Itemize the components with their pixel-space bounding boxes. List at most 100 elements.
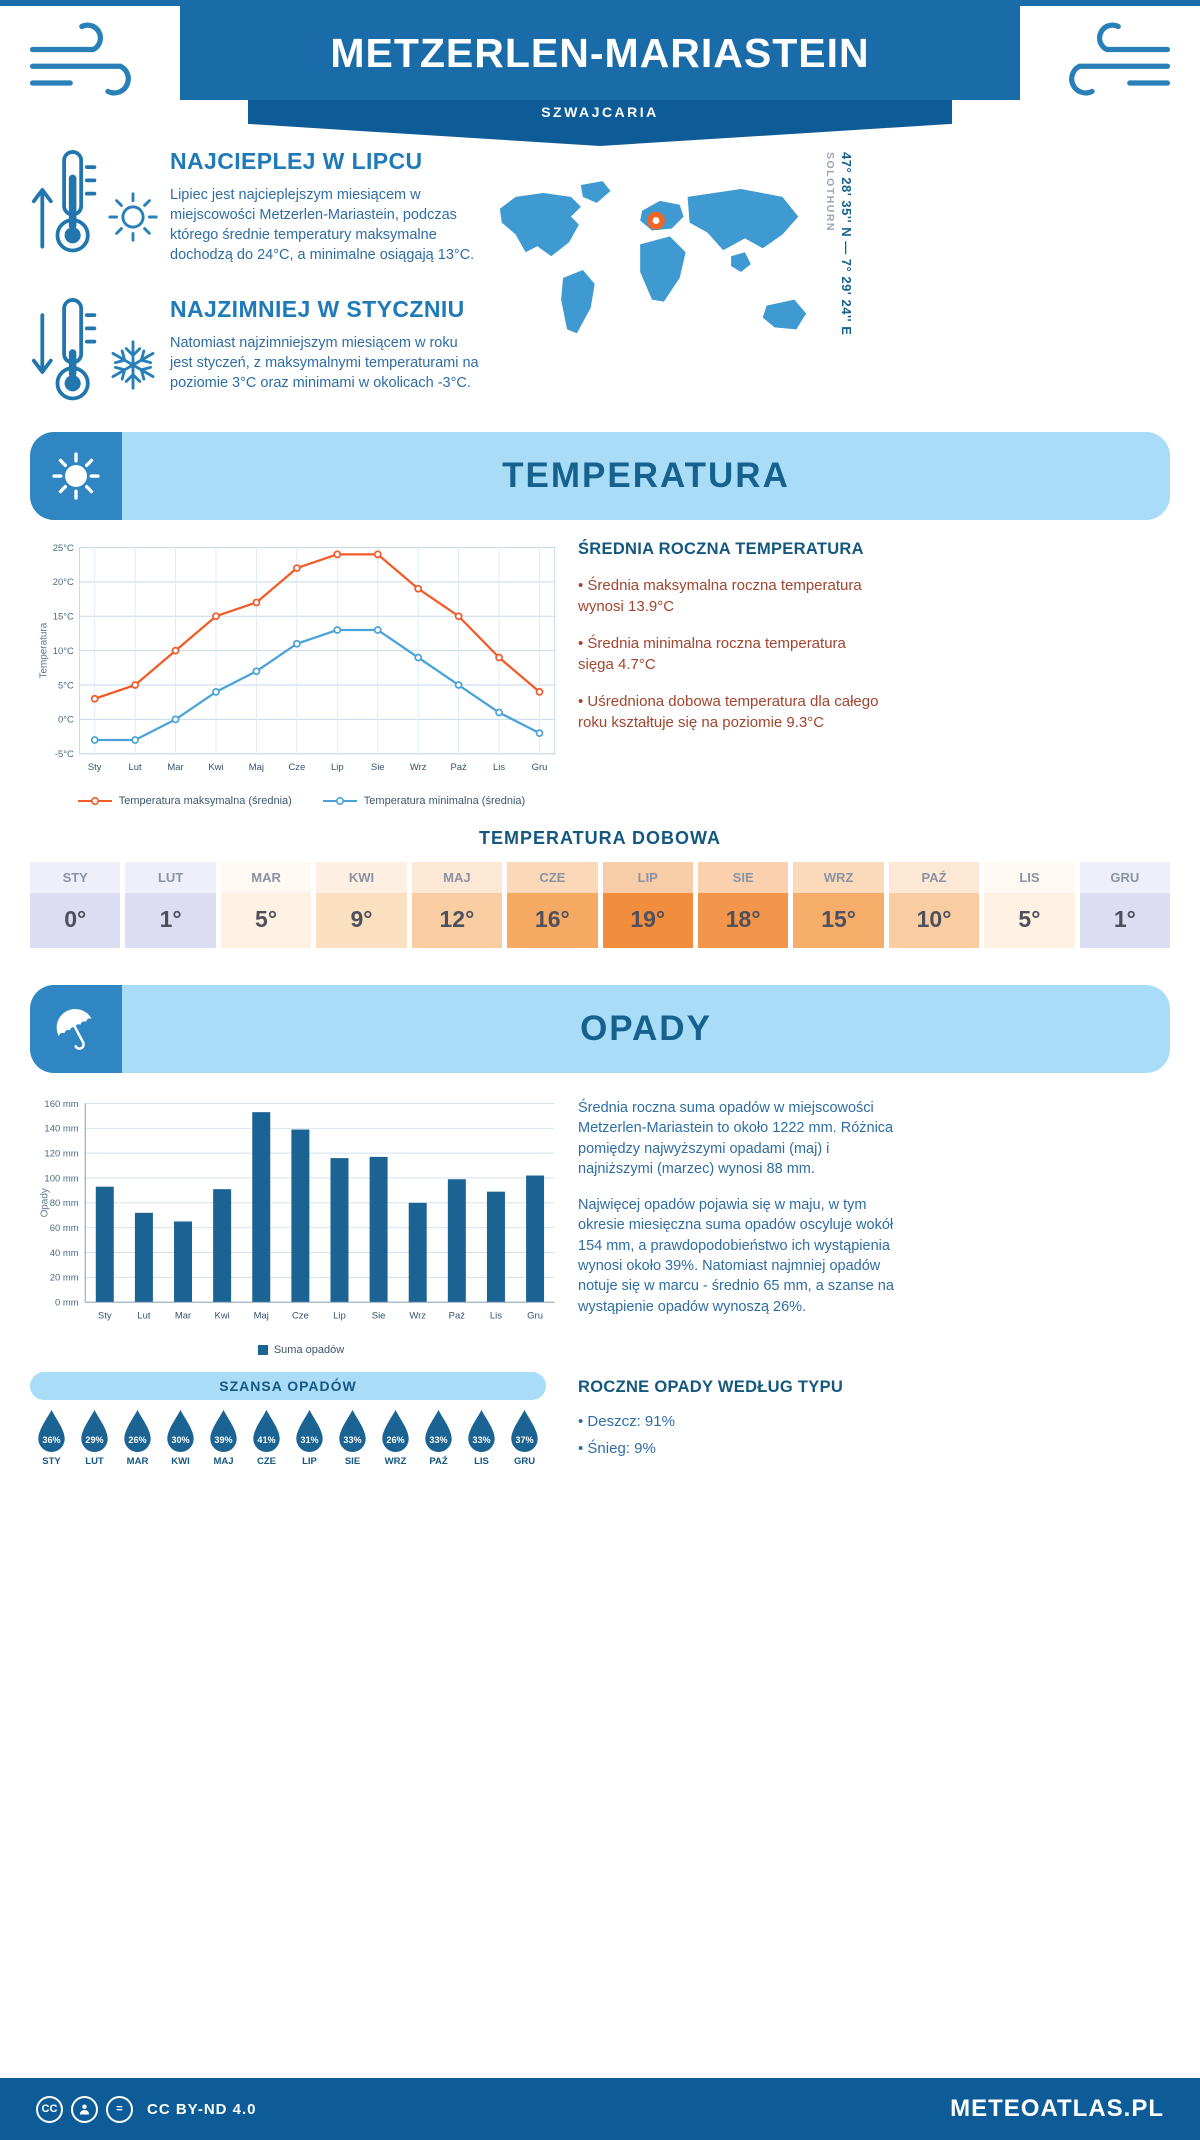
daily-temp-value: 19° <box>602 893 693 948</box>
country-label: SZWAJCARIA <box>541 104 659 120</box>
snowflake-icon <box>111 340 155 390</box>
raindrop-icon: 31% <box>296 1409 323 1452</box>
svg-text:160 mm: 160 mm <box>44 1099 78 1110</box>
precip-chance-item: 33% SIE <box>331 1408 374 1467</box>
daily-temp-value: 1° <box>125 893 216 948</box>
daily-temp-value: 1° <box>1079 893 1171 948</box>
wind-icon <box>1069 22 1171 96</box>
daily-temp-month: MAJ <box>411 862 503 893</box>
daily-temp-month: PAŹ <box>888 862 980 893</box>
legend-item: Temperatura maksymalna (średnia) <box>77 795 292 807</box>
daily-temp-month: LIP <box>602 862 693 893</box>
precip-chance-month: KWI <box>171 1456 190 1467</box>
thermometer-cold-icon <box>31 298 97 401</box>
svg-text:5°C: 5°C <box>58 680 74 691</box>
summary-title: ŚREDNIA ROCZNA TEMPERATURA <box>578 540 864 558</box>
precip-chance-item: 39% MAJ <box>202 1408 245 1467</box>
summary-bullet: • Średnia minimalna roczna temperatura s… <box>578 635 846 673</box>
svg-text:Sie: Sie <box>371 762 385 773</box>
precip-chance-month: PAŹ <box>429 1456 448 1467</box>
svg-text:120 mm: 120 mm <box>44 1148 78 1159</box>
precip-chance-item: 31% LIP <box>288 1408 331 1467</box>
precip-chance-month: GRU <box>513 1456 536 1467</box>
daily-temp-month: CZE <box>507 862 598 893</box>
temperature-line-chart: -5°C 0°C 5°C 10°C 15°C 20°C 25°C Sty Lut Mar Kwi Ma… <box>38 543 556 773</box>
region-label: SOLOTHURN <box>824 152 836 232</box>
raindrop-icon: 37% <box>511 1409 538 1452</box>
svg-text:Lis: Lis <box>490 1310 502 1321</box>
svg-text:39%: 39% <box>214 1435 232 1445</box>
temperature-chart: -5°C 0°C 5°C 10°C 15°C 20°C 25°C Sty Lut Mar Kwi Ma… <box>36 538 566 807</box>
coldest-title: NAJZIMNIEJ W STYCZNIU <box>170 296 465 322</box>
country-ribbon: SZWAJCARIA <box>248 100 952 146</box>
svg-text:60 mm: 60 mm <box>50 1223 79 1234</box>
daily-temp-cell: STY 0° <box>30 862 121 948</box>
svg-text:29%: 29% <box>85 1435 103 1445</box>
raindrop-icon: 26% <box>382 1409 409 1452</box>
svg-text:Lis: Lis <box>493 762 505 773</box>
svg-text:33%: 33% <box>429 1435 447 1445</box>
precip-chance-item: 26% WRZ <box>374 1408 417 1467</box>
daily-temp-month: WRZ <box>793 862 884 893</box>
precip-paragraphs: Średnia roczna suma opadów w miejscowośc… <box>578 1098 894 1317</box>
warmest-text: Lipiec jest najcieplejszym miesiącem w m… <box>170 187 475 263</box>
page-title: METZERLEN-MARIASTEIN <box>330 29 870 76</box>
svg-text:Cze: Cze <box>288 762 305 773</box>
svg-text:37%: 37% <box>515 1435 533 1445</box>
svg-text:Temperatura: Temperatura <box>38 622 49 678</box>
coordinates-label: 47° 28' 35'' N — 7° 29' 24'' E <box>839 152 854 336</box>
coldest-text: Natomiast najzimniejszym miesiącem w rok… <box>170 335 479 391</box>
precipitation-chart: 0 mm 20 mm 40 mm 60 mm 80 mm 100 mm 120 mm 140 … <box>36 1094 566 1356</box>
wind-icon <box>29 22 131 96</box>
precipitation-bar-chart: 0 mm 20 mm 40 mm 60 mm 80 mm 100 mm 120 mm 140 … <box>39 1099 555 1321</box>
svg-text:31%: 31% <box>300 1435 318 1445</box>
daily-temp-cell: GRU 1° <box>1079 862 1171 948</box>
daily-temp-cell: MAJ 12° <box>411 862 503 948</box>
precip-chance-item: 33% LIS <box>460 1408 503 1467</box>
precip-paragraph: Średnia roczna suma opadów w miejscowośc… <box>578 1100 894 1177</box>
daily-temp-cell: LIP 19° <box>602 862 693 948</box>
precip-chance-item: 41% CZE <box>245 1408 288 1467</box>
svg-text:26%: 26% <box>128 1435 146 1445</box>
daily-temp-month: GRU <box>1079 862 1171 893</box>
world-map <box>486 146 822 398</box>
daily-temp-title: TEMPERATURA DOBOWA <box>479 828 721 848</box>
cc-license-icons: CC = <box>36 2095 133 2123</box>
temperature-banner-title: TEMPERATURA <box>502 456 790 495</box>
brand-label: METEOATLAS.PL <box>950 2095 1164 2122</box>
svg-text:25°C: 25°C <box>53 543 74 554</box>
daily-temp-cell: WRZ 15° <box>793 862 884 948</box>
svg-text:41%: 41% <box>257 1435 275 1445</box>
daily-temp-value: 5° <box>220 893 312 948</box>
svg-text:100 mm: 100 mm <box>44 1173 78 1184</box>
daily-temp-month: MAR <box>220 862 312 893</box>
precip-chance-month: LUT <box>85 1456 104 1467</box>
temperature-summary-bullets: • Średnia maksymalna roczna temperatura … <box>578 575 884 733</box>
svg-text:80 mm: 80 mm <box>50 1198 79 1209</box>
sun-small-wrap <box>102 146 164 244</box>
daily-temp-value: 0° <box>30 893 121 948</box>
coldest-month-block: NAJZIMNIEJ W STYCZNIU Natomiast najzimni… <box>30 294 482 412</box>
precip-chance-item: 33% PAŹ <box>417 1408 460 1467</box>
svg-text:Sty: Sty <box>88 762 102 773</box>
raindrop-icon: 39% <box>210 1409 237 1452</box>
precip-chance-item: 37% GRU <box>503 1408 546 1467</box>
cc-icon: CC <box>36 2095 63 2123</box>
daily-temp-month: LUT <box>125 862 216 893</box>
temperature-summary: ŚREDNIA ROCZNA TEMPERATURA • Średnia mak… <box>578 540 884 749</box>
sun-banner-icon <box>30 432 122 520</box>
precip-chance-row: 36% STY 29% LUT 26% MAR 30% KWI 39% MAJ <box>30 1408 546 1467</box>
precipitation-banner-title: OPADY <box>580 1009 712 1048</box>
precip-paragraph: Najwięcej opadów pojawia się w maju, w t… <box>578 1197 894 1315</box>
svg-text:Sty: Sty <box>98 1310 112 1321</box>
daily-temp-cell: LUT 1° <box>125 862 216 948</box>
precip-chance-month: LIP <box>302 1456 317 1467</box>
svg-text:Gru: Gru <box>527 1310 543 1321</box>
precipitation-banner: OPADY <box>30 985 1170 1073</box>
precip-chance-month: STY <box>42 1456 61 1467</box>
svg-text:Paź: Paź <box>449 1310 466 1321</box>
svg-text:26%: 26% <box>386 1435 404 1445</box>
precip-chance-month: MAJ <box>213 1456 234 1467</box>
summary-bullet: • Średnia maksymalna roczna temperatura … <box>578 577 862 615</box>
